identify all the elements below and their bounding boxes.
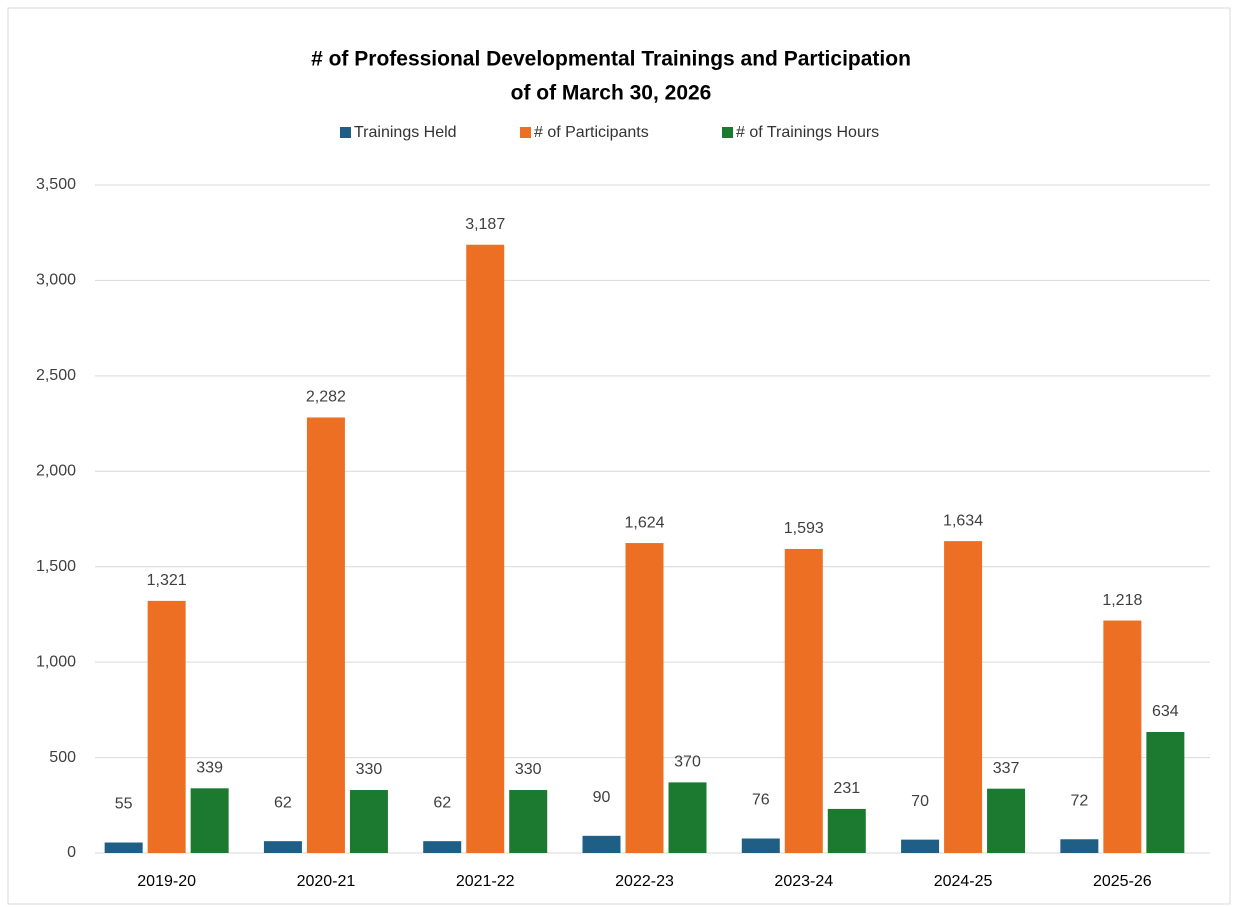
data-label: 1,593 [784, 520, 824, 537]
x-tick-label: 2023-24 [774, 873, 833, 890]
data-label: 1,624 [624, 514, 664, 531]
data-label: 339 [196, 760, 223, 777]
bar [987, 788, 1026, 853]
y-tick-label: 1,500 [36, 558, 76, 575]
data-label: 337 [993, 760, 1020, 777]
legend-label: Trainings Held [354, 124, 457, 141]
bar [147, 600, 186, 853]
y-tick-label: 3,000 [36, 272, 76, 289]
bar [784, 548, 823, 853]
data-label: 76 [752, 792, 770, 809]
data-label: 55 [115, 796, 133, 813]
bar [827, 808, 866, 853]
data-label: 1,634 [943, 512, 983, 529]
data-label: 330 [515, 761, 542, 778]
x-tick-label: 2024-25 [934, 873, 993, 890]
bar [466, 244, 505, 853]
data-label: 1,218 [1102, 592, 1142, 609]
y-tick-label: 2,000 [36, 463, 76, 480]
bar [509, 790, 548, 853]
legend-swatch [520, 127, 531, 138]
bar [423, 841, 462, 853]
legend-label: # of Participants [534, 124, 649, 141]
bar [1103, 620, 1142, 853]
chart-subtitle: of of March 30, 2026 [511, 82, 712, 105]
x-tick-label: 2020-21 [297, 873, 356, 890]
x-tick-label: 2019-20 [137, 873, 196, 890]
data-label: 1,321 [147, 572, 187, 589]
data-label: 231 [833, 780, 860, 797]
bar [901, 839, 940, 853]
y-tick-label: 1,000 [36, 653, 76, 670]
legend-label: # of Trainings Hours [736, 124, 879, 141]
data-label: 62 [274, 794, 292, 811]
chart-title: # of Professional Developmental Training… [311, 48, 911, 71]
data-label: 2,282 [306, 389, 346, 406]
y-tick-label: 500 [49, 749, 76, 766]
x-tick-label: 2022-23 [615, 873, 674, 890]
data-label: 330 [356, 761, 383, 778]
y-tick-label: 0 [67, 844, 76, 861]
bar [741, 838, 780, 853]
bar [190, 788, 229, 853]
data-label: 72 [1070, 792, 1088, 809]
x-tick-label: 2021-22 [456, 873, 515, 890]
bar [104, 842, 143, 853]
bar [625, 543, 664, 853]
bar [263, 841, 302, 853]
data-label: 62 [433, 794, 451, 811]
bar [668, 782, 707, 853]
data-label: 90 [593, 789, 611, 806]
data-label: 370 [674, 754, 701, 771]
legend-swatch [340, 127, 351, 138]
data-label: 634 [1152, 703, 1179, 720]
data-label: 70 [911, 793, 929, 810]
bar [1146, 731, 1185, 853]
x-tick-label: 2025-26 [1093, 873, 1152, 890]
bar [349, 790, 388, 853]
bar [1060, 839, 1099, 853]
y-tick-label: 2,500 [36, 367, 76, 384]
chart-frame [7, 7, 1231, 905]
y-tick-label: 3,500 [36, 176, 76, 193]
legend-swatch [722, 127, 733, 138]
bar [582, 835, 621, 853]
bar [944, 541, 983, 853]
data-label: 3,187 [465, 216, 505, 233]
bar [306, 417, 345, 853]
